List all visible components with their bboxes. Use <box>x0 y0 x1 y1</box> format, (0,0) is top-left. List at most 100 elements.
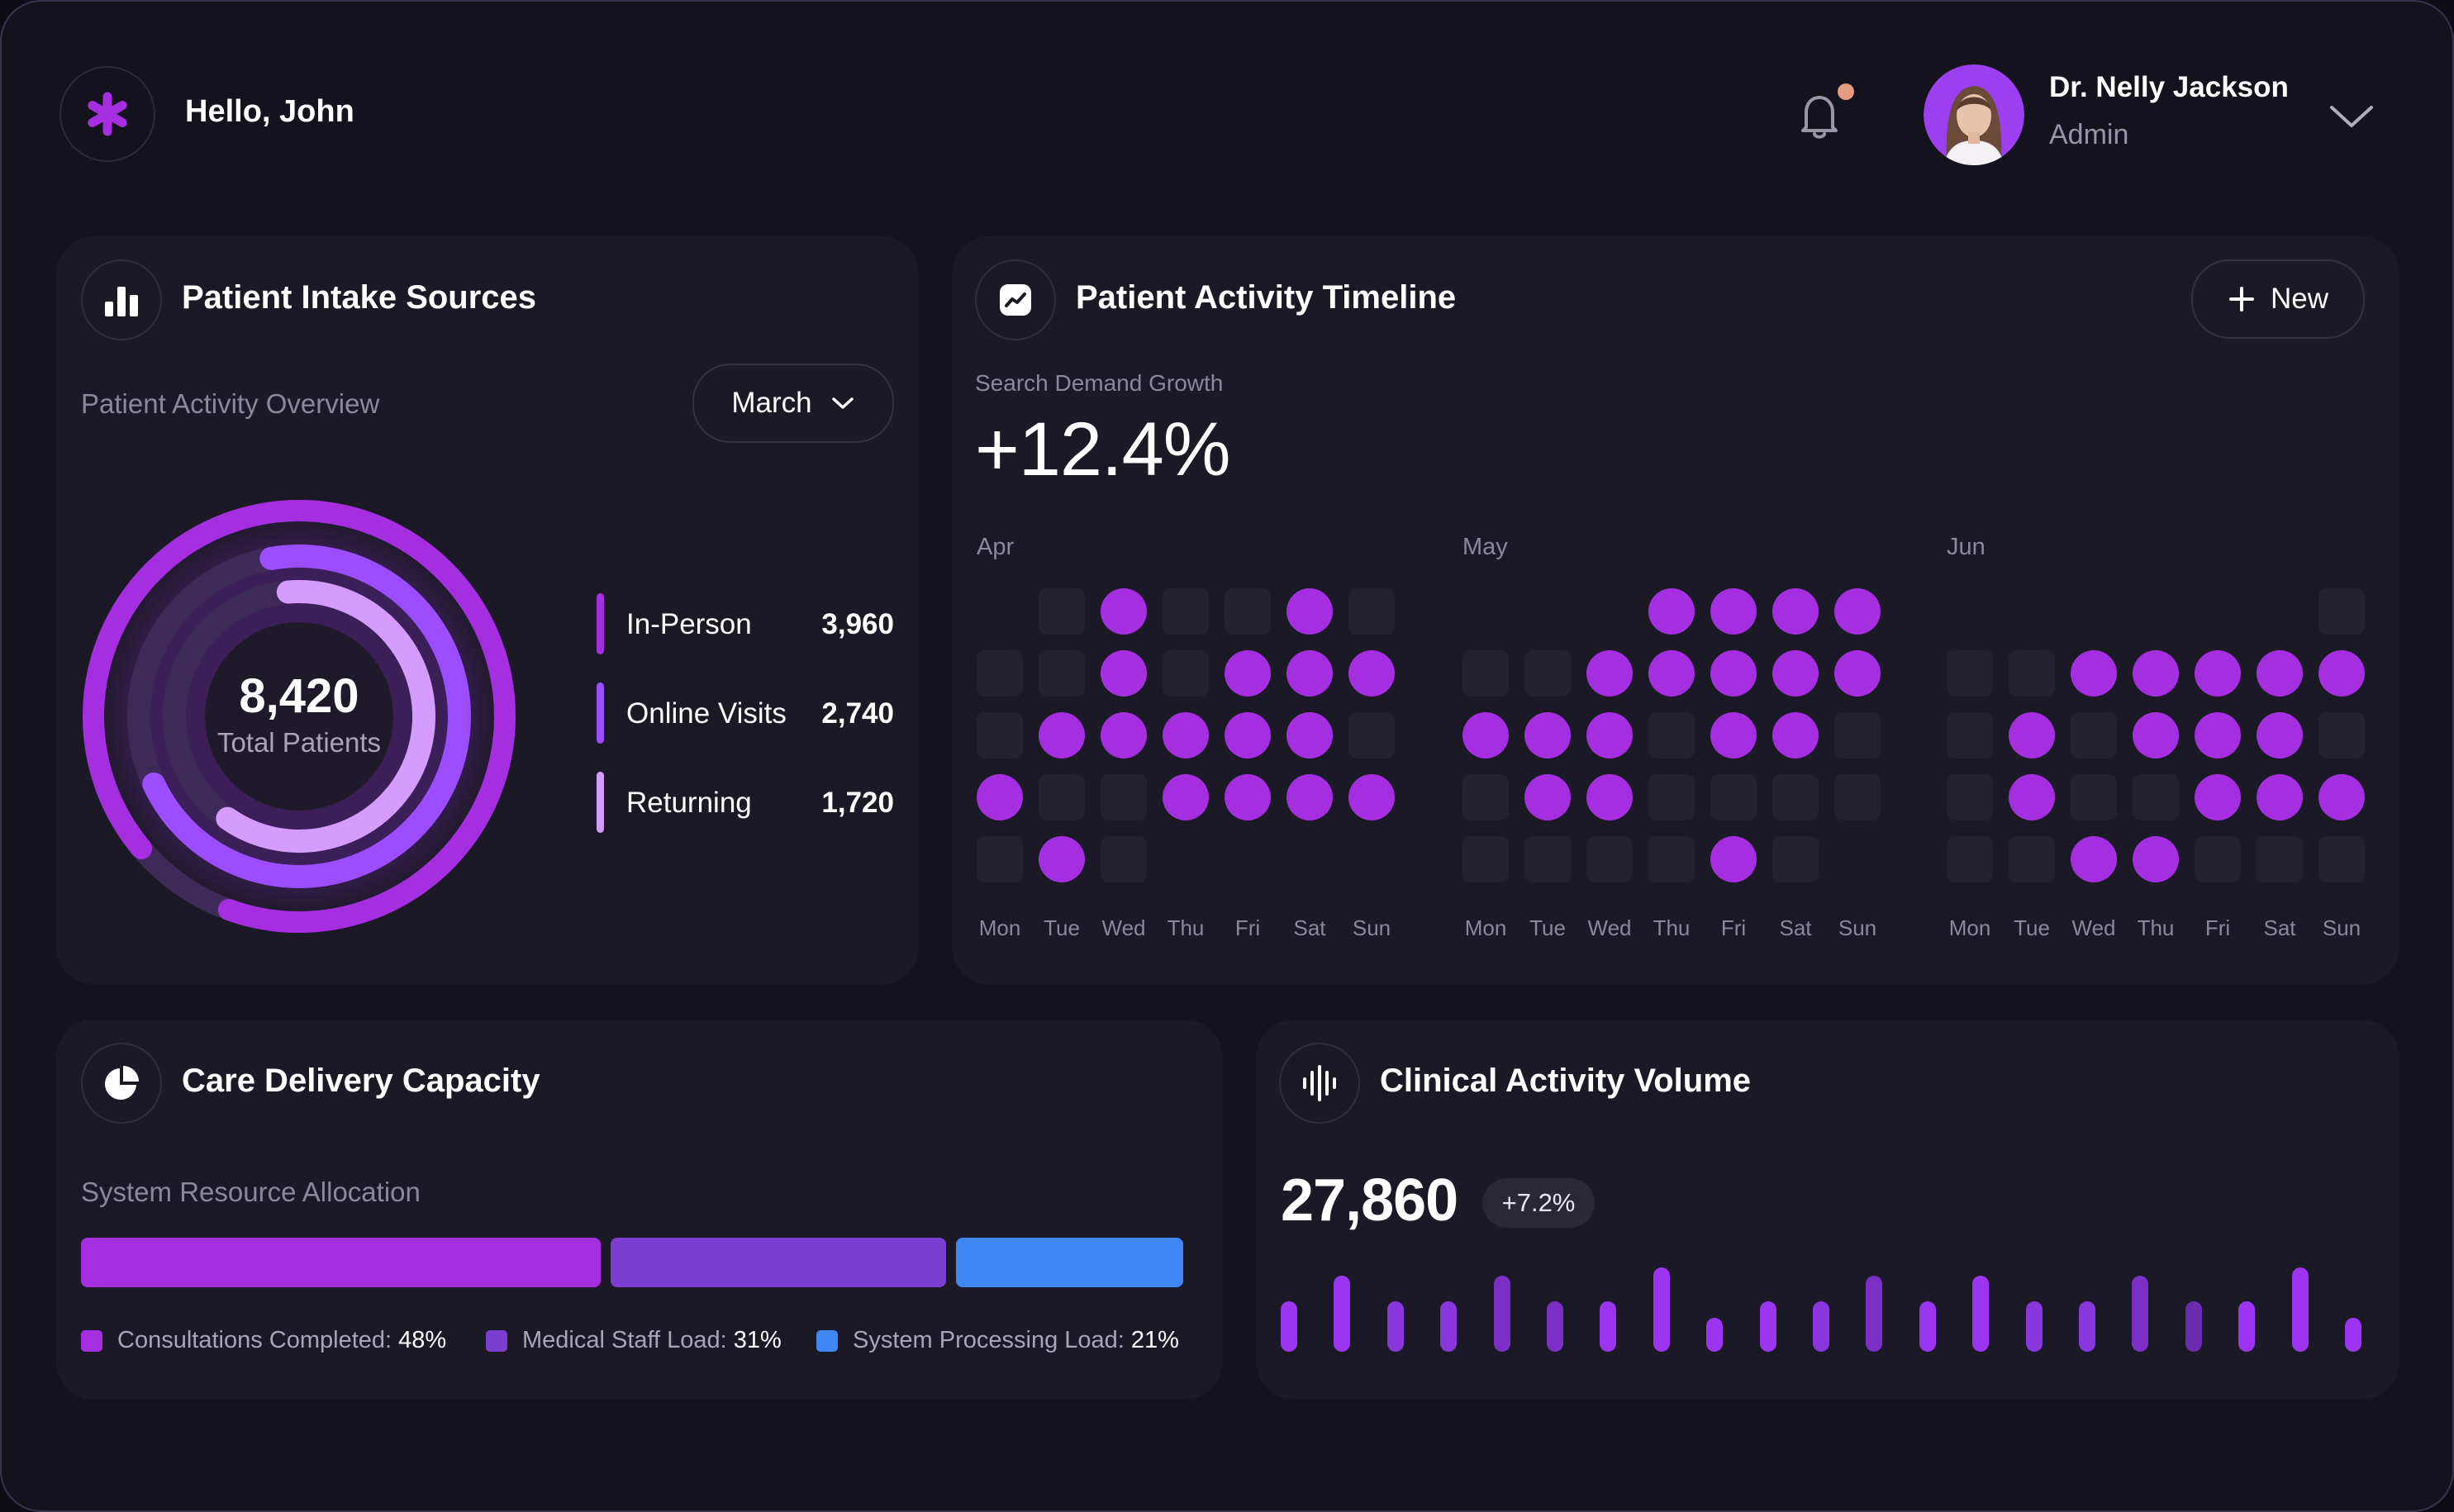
active-day-cell[interactable] <box>1225 712 1271 758</box>
active-day-cell[interactable] <box>1225 774 1271 820</box>
active-day-cell[interactable] <box>1286 774 1333 820</box>
active-day-cell[interactable] <box>2318 650 2365 697</box>
active-day-cell[interactable] <box>1586 774 1633 820</box>
inactive-day-cell[interactable] <box>1772 836 1819 882</box>
active-day-cell[interactable] <box>2257 774 2303 820</box>
active-day-cell[interactable] <box>1834 650 1881 697</box>
inactive-day-cell[interactable] <box>2318 712 2365 758</box>
active-day-cell[interactable] <box>1101 712 1147 758</box>
active-day-cell[interactable] <box>2195 650 2241 697</box>
active-day-cell[interactable] <box>2257 650 2303 697</box>
active-day-cell[interactable] <box>1710 588 1757 635</box>
active-day-cell[interactable] <box>1462 712 1509 758</box>
inactive-day-cell[interactable] <box>1586 836 1633 882</box>
active-day-cell[interactable] <box>1286 588 1333 635</box>
active-day-cell[interactable] <box>2009 774 2055 820</box>
active-day-cell[interactable] <box>1101 650 1147 697</box>
app-logo[interactable] <box>59 66 155 162</box>
inactive-day-cell[interactable] <box>2318 836 2365 882</box>
inactive-day-cell[interactable] <box>1710 774 1757 820</box>
active-day-cell[interactable] <box>1772 650 1819 697</box>
new-button[interactable]: New <box>2191 259 2365 339</box>
inactive-day-cell[interactable] <box>1462 836 1509 882</box>
active-day-cell[interactable] <box>2318 774 2365 820</box>
user-menu-toggle[interactable] <box>2328 99 2375 132</box>
volume-bar <box>1866 1276 1883 1352</box>
inactive-day-cell[interactable] <box>1648 712 1695 758</box>
inactive-day-cell[interactable] <box>1772 774 1819 820</box>
inactive-day-cell[interactable] <box>1462 774 1509 820</box>
active-day-cell[interactable] <box>1834 588 1881 635</box>
inactive-day-cell[interactable] <box>2195 836 2241 882</box>
active-day-cell[interactable] <box>1163 774 1209 820</box>
inactive-day-cell[interactable] <box>1947 712 1993 758</box>
active-day-cell[interactable] <box>1348 650 1395 697</box>
inactive-day-cell[interactable] <box>977 836 1023 882</box>
active-day-cell[interactable] <box>2071 650 2117 697</box>
active-day-cell[interactable] <box>1163 712 1209 758</box>
active-day-cell[interactable] <box>2071 836 2117 882</box>
active-day-cell[interactable] <box>1586 712 1633 758</box>
day-label: Mon <box>978 915 1021 940</box>
active-day-cell[interactable] <box>2133 836 2179 882</box>
active-day-cell[interactable] <box>1710 712 1757 758</box>
intake-legend-online: Online Visits 2,740 <box>597 682 894 744</box>
inactive-day-cell[interactable] <box>1163 588 1209 635</box>
active-day-cell[interactable] <box>2195 712 2241 758</box>
inactive-day-cell[interactable] <box>1947 774 1993 820</box>
active-day-cell[interactable] <box>1524 712 1571 758</box>
active-day-cell[interactable] <box>1286 650 1333 697</box>
active-day-cell[interactable] <box>2195 774 2241 820</box>
inactive-day-cell[interactable] <box>2009 836 2055 882</box>
month-select[interactable]: March <box>692 364 894 443</box>
active-day-cell[interactable] <box>1286 712 1333 758</box>
inactive-day-cell[interactable] <box>2318 588 2365 635</box>
active-day-cell[interactable] <box>1524 774 1571 820</box>
active-day-cell[interactable] <box>1772 588 1819 635</box>
inactive-day-cell[interactable] <box>2071 712 2117 758</box>
active-day-cell[interactable] <box>2133 650 2179 697</box>
active-day-cell[interactable] <box>1710 836 1757 882</box>
active-day-cell[interactable] <box>2009 712 2055 758</box>
inactive-day-cell[interactable] <box>1648 836 1695 882</box>
active-day-cell[interactable] <box>1586 650 1633 697</box>
day-label: Mon <box>1948 915 1991 940</box>
inactive-day-cell[interactable] <box>1039 650 1085 697</box>
active-day-cell[interactable] <box>1225 650 1271 697</box>
inactive-day-cell[interactable] <box>1947 650 1993 697</box>
active-day-cell[interactable] <box>2133 712 2179 758</box>
active-day-cell[interactable] <box>1772 712 1819 758</box>
inactive-day-cell[interactable] <box>977 712 1023 758</box>
inactive-day-cell[interactable] <box>1039 774 1085 820</box>
inactive-day-cell[interactable] <box>1163 650 1209 697</box>
inactive-day-cell[interactable] <box>2133 774 2179 820</box>
inactive-day-cell[interactable] <box>2071 774 2117 820</box>
inactive-day-cell[interactable] <box>1348 712 1395 758</box>
inactive-day-cell[interactable] <box>1947 836 1993 882</box>
inactive-day-cell[interactable] <box>1101 836 1147 882</box>
inactive-day-cell[interactable] <box>1524 650 1571 697</box>
inactive-day-cell[interactable] <box>1648 774 1695 820</box>
inactive-day-cell[interactable] <box>2009 650 2055 697</box>
inactive-day-cell[interactable] <box>2257 836 2303 882</box>
active-day-cell[interactable] <box>1101 588 1147 635</box>
inactive-day-cell[interactable] <box>1834 774 1881 820</box>
inactive-day-cell[interactable] <box>1834 712 1881 758</box>
active-day-cell[interactable] <box>2257 712 2303 758</box>
active-day-cell[interactable] <box>977 774 1023 820</box>
active-day-cell[interactable] <box>1648 588 1695 635</box>
inactive-day-cell[interactable] <box>977 650 1023 697</box>
active-day-cell[interactable] <box>1039 712 1085 758</box>
avatar[interactable] <box>1924 64 2024 165</box>
inactive-day-cell[interactable] <box>1039 588 1085 635</box>
notification-button[interactable] <box>1788 81 1854 147</box>
inactive-day-cell[interactable] <box>1225 588 1271 635</box>
active-day-cell[interactable] <box>1710 650 1757 697</box>
active-day-cell[interactable] <box>1348 774 1395 820</box>
active-day-cell[interactable] <box>1039 836 1085 882</box>
inactive-day-cell[interactable] <box>1462 650 1509 697</box>
inactive-day-cell[interactable] <box>1101 774 1147 820</box>
inactive-day-cell[interactable] <box>1524 836 1571 882</box>
active-day-cell[interactable] <box>1648 650 1695 697</box>
inactive-day-cell[interactable] <box>1348 588 1395 635</box>
